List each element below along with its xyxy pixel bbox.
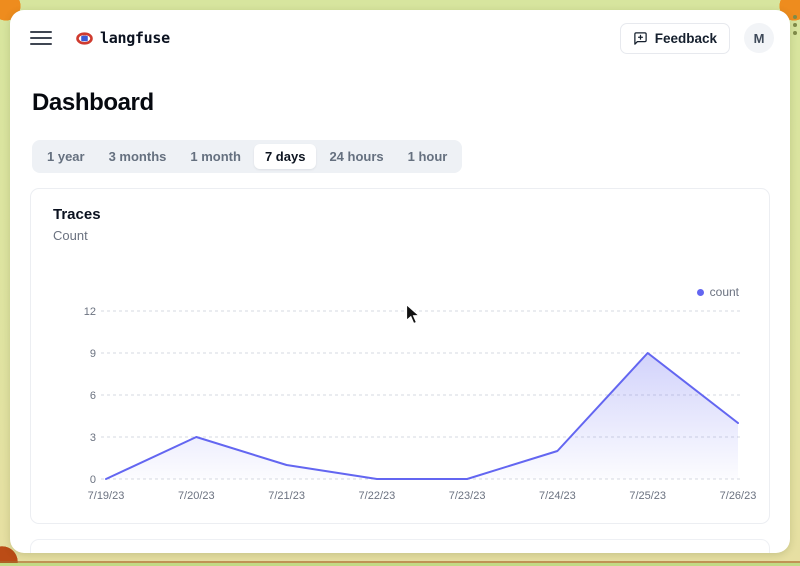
chart-legend: count xyxy=(696,285,739,299)
app-window: langfuse Feedback M Dashboard 1 year 3 m… xyxy=(10,10,790,553)
legend-count-label: count xyxy=(709,285,739,299)
svg-text:7/26/23: 7/26/23 xyxy=(720,490,757,502)
svg-text:9: 9 xyxy=(90,348,96,360)
svg-text:7/24/23: 7/24/23 xyxy=(539,490,576,502)
feedback-label: Feedback xyxy=(654,30,717,46)
tab-24-hours[interactable]: 24 hours xyxy=(329,149,384,164)
brand-name: langfuse xyxy=(100,29,170,47)
svg-text:6: 6 xyxy=(90,390,96,402)
svg-text:7/23/23: 7/23/23 xyxy=(449,490,486,502)
brand[interactable]: langfuse xyxy=(76,29,170,47)
next-card-partial xyxy=(30,539,770,553)
tab-1-hour[interactable]: 1 hour xyxy=(407,149,448,164)
traces-card: Traces Count count 0 3 6 9 12 7/19/23 7/20/23 7… xyxy=(30,188,770,524)
svg-text:7/21/23: 7/21/23 xyxy=(268,490,305,502)
frame-menu-dots-icon[interactable] xyxy=(793,15,797,35)
svg-text:7/20/23: 7/20/23 xyxy=(178,490,215,502)
legend-count-dot-icon xyxy=(696,288,704,296)
svg-text:12: 12 xyxy=(84,306,96,318)
svg-text:0: 0 xyxy=(90,474,96,486)
avatar[interactable]: M xyxy=(744,23,774,53)
tab-1-month[interactable]: 1 month xyxy=(190,149,241,164)
card-subtitle: Count xyxy=(53,228,88,243)
menu-icon[interactable] xyxy=(30,29,52,47)
svg-text:7/25/23: 7/25/23 xyxy=(629,490,666,502)
page-title: Dashboard xyxy=(32,89,154,116)
card-title: Traces xyxy=(53,206,101,223)
tab-1-year[interactable]: 1 year xyxy=(47,149,85,164)
top-bar: langfuse Feedback M xyxy=(10,10,790,66)
svg-text:7/22/23: 7/22/23 xyxy=(359,490,396,502)
langfuse-logo-icon xyxy=(76,31,93,45)
avatar-initial: M xyxy=(753,30,765,46)
frame-bottom-accent xyxy=(0,561,800,563)
traces-area-chart[interactable]: 0 3 6 9 12 7/19/23 7/20/23 7/21/23 7/22/23 7/23/2… xyxy=(81,297,761,509)
time-range-tabs: 1 year 3 months 1 month 7 days 24 hours … xyxy=(32,140,463,173)
frame-bottom-strip xyxy=(0,563,800,566)
svg-text:3: 3 xyxy=(90,432,96,444)
tab-7-days[interactable]: 7 days xyxy=(253,144,317,169)
tab-3-months[interactable]: 3 months xyxy=(108,149,167,164)
feedback-bubble-plus-icon xyxy=(633,31,648,46)
feedback-button[interactable]: Feedback xyxy=(619,22,730,54)
svg-text:7/19/23: 7/19/23 xyxy=(88,490,125,502)
